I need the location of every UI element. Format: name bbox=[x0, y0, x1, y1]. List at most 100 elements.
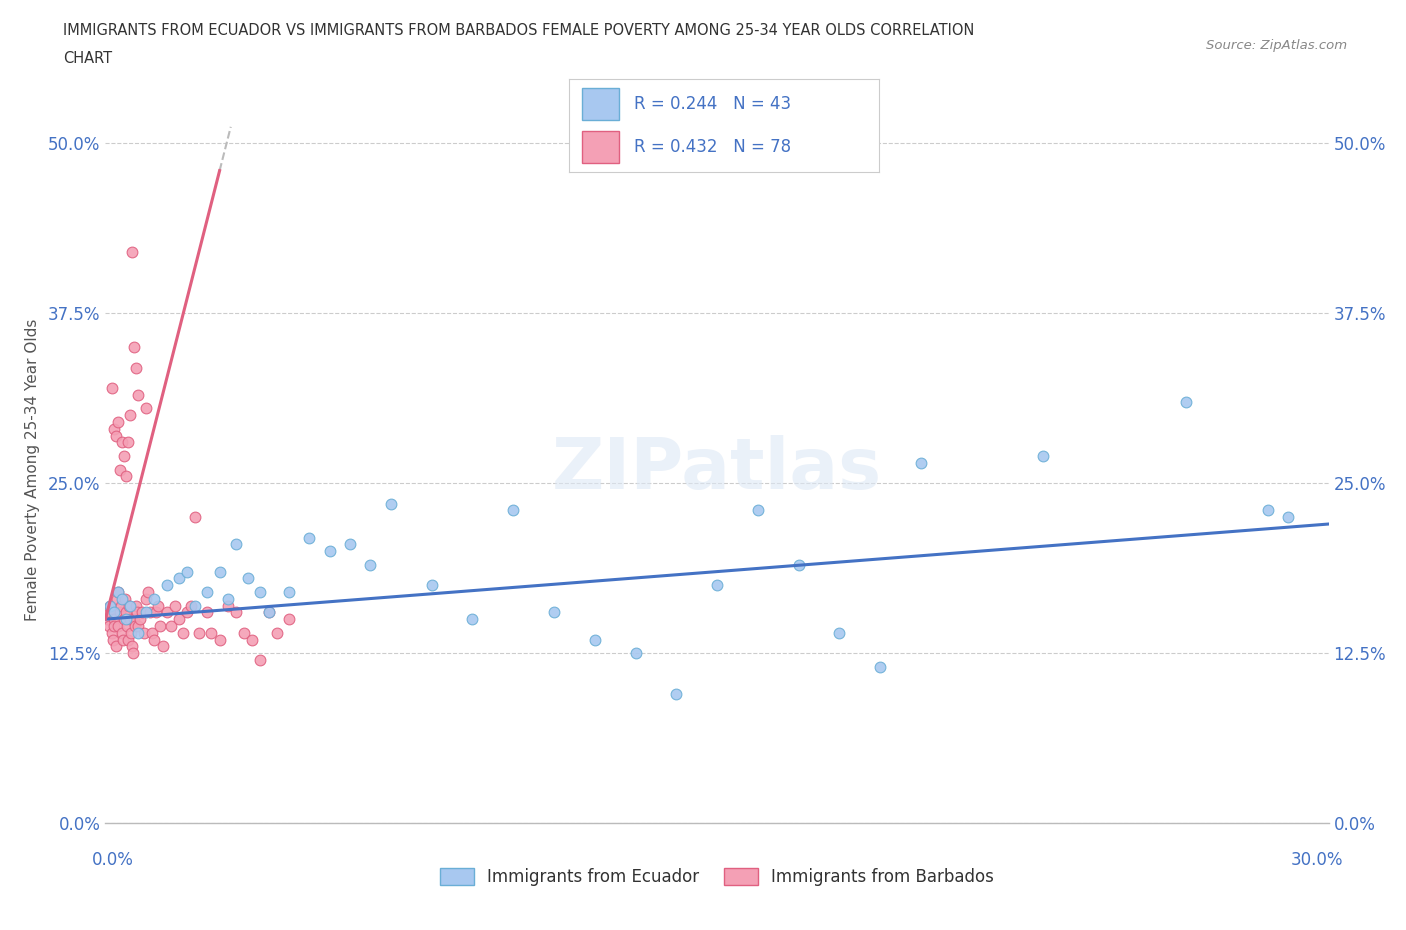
Point bbox=[111, 632, 134, 647]
Point bbox=[706, 578, 728, 592]
Point bbox=[135, 591, 157, 606]
Text: IMMIGRANTS FROM ECUADOR VS IMMIGRANTS FROM BARBADOS FEMALE POVERTY AMONG 25-34 Y: IMMIGRANTS FROM ECUADOR VS IMMIGRANTS FR… bbox=[63, 23, 974, 38]
Point bbox=[208, 632, 231, 647]
Point bbox=[167, 571, 190, 586]
Point bbox=[124, 618, 146, 633]
Point bbox=[107, 618, 129, 633]
Point bbox=[143, 591, 166, 606]
Point bbox=[111, 625, 134, 640]
Point bbox=[172, 625, 194, 640]
Point bbox=[118, 598, 141, 613]
Point bbox=[127, 604, 149, 619]
Point bbox=[105, 591, 128, 606]
Point bbox=[125, 598, 148, 613]
Point bbox=[152, 639, 174, 654]
Point bbox=[111, 591, 134, 606]
Point bbox=[159, 618, 181, 633]
Point bbox=[787, 557, 810, 572]
Point bbox=[155, 604, 177, 619]
Point bbox=[1256, 503, 1278, 518]
Point bbox=[167, 612, 190, 627]
Point bbox=[122, 612, 145, 627]
Point bbox=[869, 659, 891, 674]
Point bbox=[380, 497, 402, 512]
Point bbox=[233, 625, 256, 640]
Y-axis label: Female Poverty Among 25-34 Year Olds: Female Poverty Among 25-34 Year Olds bbox=[25, 318, 39, 621]
Point bbox=[176, 604, 198, 619]
Legend: Immigrants from Ecuador, Immigrants from Barbados: Immigrants from Ecuador, Immigrants from… bbox=[433, 861, 1001, 893]
Point bbox=[127, 388, 149, 403]
Point bbox=[129, 612, 152, 627]
Point bbox=[112, 612, 135, 627]
Point bbox=[1032, 448, 1054, 463]
Point bbox=[110, 598, 132, 613]
Point bbox=[184, 598, 207, 613]
Point bbox=[195, 585, 219, 600]
Point bbox=[115, 618, 138, 633]
Point bbox=[225, 537, 247, 551]
Point bbox=[266, 625, 288, 640]
Text: R = 0.244   N = 43: R = 0.244 N = 43 bbox=[634, 95, 792, 113]
Point bbox=[100, 625, 122, 640]
Point bbox=[98, 598, 121, 613]
Point bbox=[257, 604, 280, 619]
Point bbox=[103, 612, 125, 627]
Point bbox=[135, 604, 157, 619]
Point bbox=[115, 604, 138, 619]
Point bbox=[112, 448, 135, 463]
Point bbox=[200, 625, 222, 640]
Point bbox=[134, 625, 156, 640]
Point bbox=[121, 639, 143, 654]
Point bbox=[420, 578, 443, 592]
Point bbox=[97, 618, 120, 633]
Point bbox=[103, 604, 125, 619]
Point bbox=[98, 604, 121, 619]
Point bbox=[1174, 394, 1197, 409]
Point bbox=[103, 421, 125, 436]
Point bbox=[115, 612, 138, 627]
Point bbox=[120, 625, 142, 640]
Point bbox=[249, 585, 271, 600]
Point bbox=[257, 604, 280, 619]
Point bbox=[139, 604, 162, 619]
Point bbox=[155, 578, 177, 592]
Point bbox=[121, 245, 143, 259]
Point bbox=[236, 571, 259, 586]
Point bbox=[163, 598, 186, 613]
Point bbox=[98, 598, 121, 613]
Point bbox=[249, 653, 271, 668]
Point bbox=[101, 632, 124, 647]
Point bbox=[665, 686, 688, 701]
Point bbox=[217, 591, 239, 606]
Point bbox=[149, 618, 172, 633]
Point bbox=[195, 604, 219, 619]
Point bbox=[278, 612, 301, 627]
Point bbox=[184, 510, 207, 525]
Bar bbox=[582, 131, 619, 163]
Point bbox=[100, 380, 122, 395]
Point bbox=[145, 604, 167, 619]
Point bbox=[461, 612, 484, 627]
Point bbox=[108, 604, 131, 619]
Point bbox=[122, 645, 145, 660]
Point bbox=[188, 625, 211, 640]
Point bbox=[298, 530, 321, 545]
Point bbox=[502, 503, 524, 518]
Text: 30.0%: 30.0% bbox=[1291, 851, 1343, 869]
Point bbox=[828, 625, 851, 640]
Point bbox=[114, 591, 136, 606]
Point bbox=[104, 639, 127, 654]
Point bbox=[127, 618, 149, 633]
Point bbox=[104, 428, 127, 443]
Point bbox=[543, 604, 565, 619]
Point bbox=[1277, 510, 1299, 525]
Point bbox=[107, 585, 129, 600]
Point bbox=[118, 612, 141, 627]
Text: CHART: CHART bbox=[63, 51, 112, 66]
Point bbox=[148, 598, 170, 613]
Point bbox=[115, 469, 138, 484]
Point bbox=[278, 585, 301, 600]
Point bbox=[103, 618, 125, 633]
Point bbox=[125, 360, 148, 375]
Point bbox=[122, 339, 145, 354]
